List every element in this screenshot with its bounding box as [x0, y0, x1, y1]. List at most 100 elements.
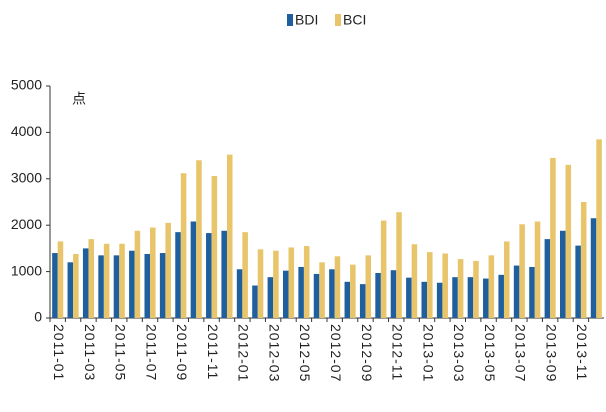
bar: [559, 230, 566, 318]
bar: [436, 282, 443, 318]
x-tick-label: 2011-11: [205, 324, 221, 380]
x-tick-label: 2012-09: [359, 324, 375, 382]
bar: [175, 232, 181, 318]
bar: [211, 176, 218, 318]
bar: [236, 269, 243, 318]
bar: [103, 243, 110, 318]
bar: [483, 278, 489, 318]
x-tick-label: 2012-01: [236, 324, 252, 382]
bar: [575, 245, 581, 318]
bar: [206, 233, 212, 318]
y-tick-label: 4000: [11, 123, 42, 139]
bar: [298, 266, 304, 318]
bar: [452, 277, 458, 318]
bar: [252, 285, 258, 318]
y-tick-label: 0: [34, 309, 42, 325]
bar: [411, 244, 418, 318]
bar: [550, 157, 556, 318]
x-tick-label: 2011-05: [113, 324, 129, 381]
bar: [503, 241, 510, 318]
y-tick-label: 3000: [11, 170, 42, 186]
x-tick-label: 2011-07: [143, 324, 159, 381]
x-tick-label: 2013-01: [420, 324, 436, 382]
bar: [88, 239, 95, 318]
bar: [519, 224, 525, 318]
x-tick-label: 2011-01: [51, 324, 67, 381]
bar: [144, 253, 151, 318]
bar: [513, 265, 520, 318]
bar: [73, 253, 79, 318]
bar: [467, 277, 474, 318]
bar: [396, 212, 402, 318]
bar: [98, 255, 104, 318]
bar: [67, 262, 74, 318]
bar: [180, 173, 187, 318]
bar: [421, 281, 428, 318]
bar: [319, 262, 325, 318]
bar: [406, 277, 412, 318]
y-tick-label: 5000: [11, 77, 42, 93]
bar: [267, 277, 274, 318]
bar: [82, 248, 89, 318]
bar: [442, 253, 448, 318]
bar: [365, 255, 372, 318]
bar: [288, 247, 295, 318]
bar: [57, 241, 64, 318]
bar: [113, 255, 120, 318]
legend-label: BCI: [343, 12, 366, 28]
bar: [590, 218, 597, 318]
bar: [534, 221, 541, 318]
bar: [473, 260, 479, 318]
bar: [196, 160, 202, 318]
x-tick-label: 2013-07: [513, 324, 529, 382]
bar: [159, 253, 166, 318]
legend-label: BDI: [295, 12, 318, 28]
bar: [427, 252, 433, 318]
legend-swatch: [287, 14, 293, 26]
bar: [273, 250, 279, 318]
bar: [457, 259, 464, 318]
bar: [359, 284, 366, 318]
legend-swatch: [335, 14, 341, 26]
bar: [119, 243, 125, 318]
bar: [329, 269, 335, 318]
bar: [226, 154, 233, 318]
x-tick-label: 2013-03: [451, 324, 467, 382]
x-tick-label: 2011-09: [174, 324, 190, 381]
x-tick-label: 2012-03: [266, 324, 282, 382]
unit-label: 点: [72, 91, 86, 107]
bar: [544, 239, 551, 318]
bar: [350, 264, 356, 318]
bar: [52, 253, 58, 318]
bar: [380, 220, 387, 318]
bar: [334, 256, 341, 318]
bar: [375, 272, 381, 318]
bar: [313, 273, 320, 318]
bar: [150, 227, 156, 318]
bar: [498, 274, 504, 318]
bar: [257, 249, 264, 318]
bar: [134, 230, 141, 318]
bar: [580, 202, 587, 318]
bar: [129, 250, 135, 318]
bar: [303, 246, 310, 318]
bar: [529, 266, 535, 318]
bar: [282, 270, 289, 318]
x-tick-label: 2011-03: [82, 324, 98, 381]
bar: [488, 255, 495, 318]
x-tick-label: 2013-11: [574, 324, 590, 381]
x-tick-label: 2012-07: [328, 324, 344, 382]
y-tick-label: 1000: [11, 262, 42, 278]
bar: [190, 221, 197, 318]
bar: [596, 139, 602, 318]
bar: [565, 164, 572, 318]
bar: [242, 232, 248, 318]
x-tick-label: 2013-09: [543, 324, 559, 382]
x-tick-label: 2012-05: [297, 324, 313, 382]
bar: [344, 281, 351, 318]
y-tick-label: 2000: [11, 216, 42, 232]
x-tick-label: 2013-05: [482, 324, 498, 382]
x-tick-label: 2012-11: [390, 324, 406, 381]
bar: [390, 270, 397, 318]
